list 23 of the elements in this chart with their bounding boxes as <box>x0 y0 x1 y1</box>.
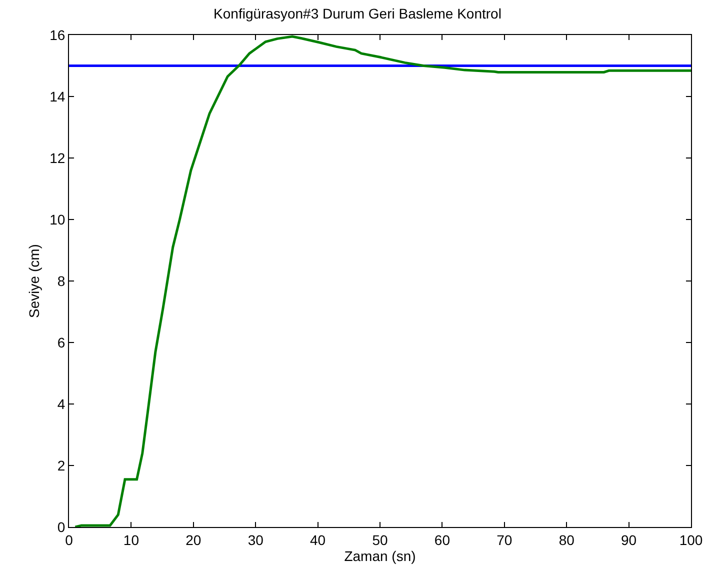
x-tick-label: 50 <box>372 532 388 548</box>
x-tick-label: 60 <box>434 532 450 548</box>
x-tick-label: 80 <box>558 532 575 548</box>
chart-title: Konfigürasyon#3 Durum Geri Basleme Kontrol <box>214 6 502 22</box>
y-tick-label: 6 <box>57 334 66 350</box>
x-axis-title: Zaman (sn) <box>344 548 416 564</box>
x-tick-label: 100 <box>679 532 703 548</box>
y-tick-label: 0 <box>57 518 66 535</box>
y-tick-label: 16 <box>50 26 66 43</box>
y-tick-label: 2 <box>57 457 66 474</box>
y-tick-label: 12 <box>50 150 66 166</box>
x-tick-label: 30 <box>248 532 264 548</box>
y-tick-label: 14 <box>50 88 66 104</box>
x-tick-label: 40 <box>310 532 326 548</box>
x-tick-label: 10 <box>123 532 140 548</box>
x-tick-label: 90 <box>621 532 637 548</box>
y-tick-label: 8 <box>57 272 66 289</box>
y-axis-title: Seviye (cm) <box>26 244 42 318</box>
y-tick-label: 4 <box>57 396 66 412</box>
y-tick-label: 10 <box>50 211 66 228</box>
x-tick-label: 70 <box>496 532 512 548</box>
line-series <box>74 35 691 527</box>
x-tick-label: 20 <box>186 532 202 548</box>
